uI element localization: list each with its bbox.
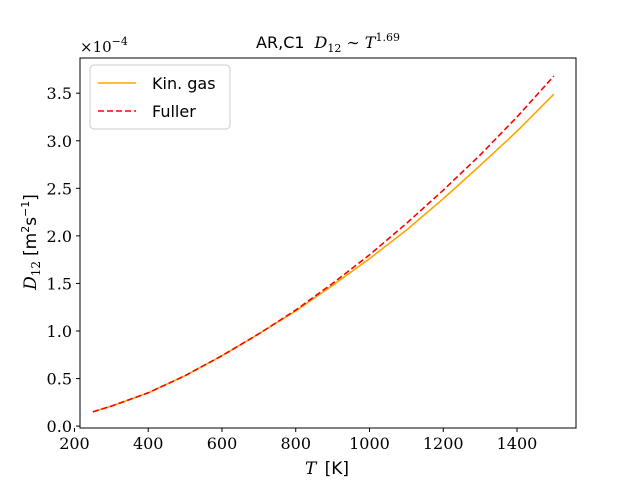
chart-title: AR,C1 D12 ∼ T1.69 — [256, 31, 400, 55]
legend-label-fuller: Fuller — [152, 102, 196, 121]
y-tick-label: 2.0 — [47, 227, 72, 246]
x-tick-label: 1000 — [349, 434, 390, 453]
x-tick-label: 600 — [207, 434, 238, 453]
series-line-fuller — [92, 75, 555, 413]
x-tick-label: 400 — [133, 434, 164, 453]
legend-box — [89, 64, 231, 130]
y-tick-label: 0.0 — [47, 417, 72, 436]
legend: Kin. gas Fuller — [89, 64, 231, 130]
plot-frame — [79, 57, 577, 429]
y-tick-label: 3.5 — [47, 84, 72, 103]
y-tick-label: 1.0 — [47, 322, 72, 341]
x-tick-label: 200 — [59, 434, 90, 453]
x-tick-label: 1200 — [423, 434, 464, 453]
y-axis-ticks: 0.0 0.5 1.0 1.5 2.0 2.5 3.0 3.5 — [47, 84, 80, 436]
legend-label-kin-gas: Kin. gas — [152, 74, 216, 93]
y-tick-label: 2.5 — [47, 179, 72, 198]
y-tick-label: 3.0 — [47, 132, 72, 151]
data-series — [92, 75, 555, 413]
y-tick-label: 0.5 — [47, 370, 72, 389]
y-axis-multiplier: ×10−4 — [80, 35, 128, 56]
y-axis-label: D12[m2s−1] — [19, 194, 43, 291]
x-axis-label: T [K] — [305, 459, 349, 479]
x-tick-label: 1400 — [497, 434, 538, 453]
x-tick-label: 800 — [280, 434, 311, 453]
x-axis-ticks: 200 400 600 800 1000 1200 1400 — [59, 428, 537, 453]
y-tick-label: 1.5 — [47, 274, 72, 293]
